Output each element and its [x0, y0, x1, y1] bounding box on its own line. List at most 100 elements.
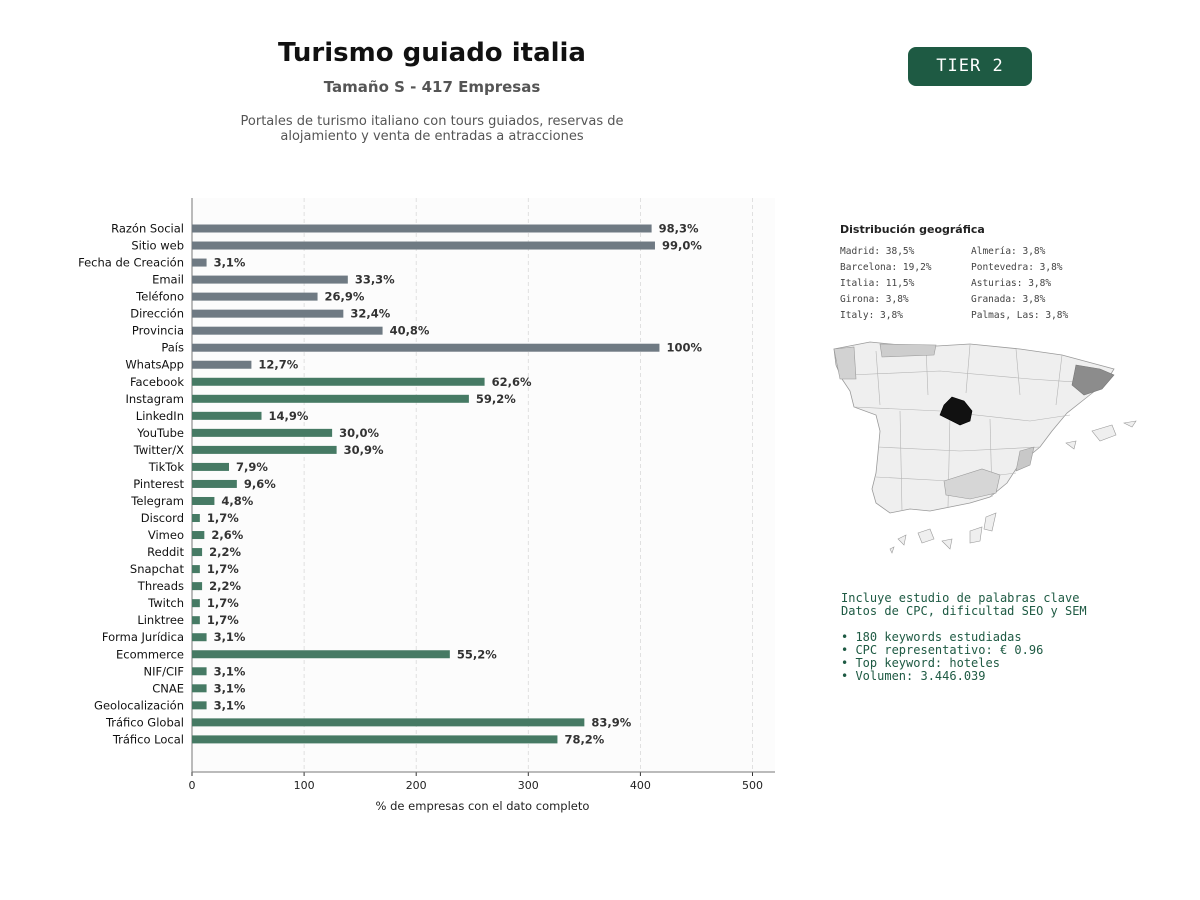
y-tick-label: Razón Social: [111, 222, 184, 236]
description-line-1: Portales de turismo italiano con tours g…: [240, 114, 624, 129]
data-label: 2,2%: [209, 579, 241, 593]
y-tick-label: Twitter/X: [133, 443, 184, 457]
data-label: 12,7%: [258, 358, 298, 372]
geo-item: Granada: 3,8%: [971, 294, 1046, 305]
bar: [192, 411, 262, 420]
y-tick-label: Sitio web: [131, 239, 184, 253]
bar: [192, 514, 200, 523]
geo-item: Asturias: 3,8%: [971, 278, 1052, 289]
data-label: 2,6%: [211, 528, 243, 542]
data-label: 7,9%: [236, 460, 268, 474]
y-tick-label: Email: [152, 273, 184, 287]
description: Portales de turismo italiano con tours g…: [232, 114, 632, 144]
geo-item: Palmas, Las: 3,8%: [971, 310, 1069, 321]
data-label: 1,7%: [207, 562, 239, 576]
y-tick-label: Tráfico Local: [112, 732, 184, 746]
bar: [192, 565, 200, 574]
data-label: 3,1%: [214, 681, 246, 695]
y-tick-label: Vimeo: [148, 528, 184, 542]
bar: [192, 667, 207, 676]
x-axis-label: % de empresas con el dato completo: [376, 799, 590, 813]
data-label: 62,6%: [492, 375, 532, 389]
y-tick-label: Twitch: [147, 596, 184, 610]
geo-item: Italia: 11,5%: [840, 278, 915, 289]
keyword-bullet: • Top keyword: hoteles: [841, 656, 1000, 670]
keyword-line-2: Datos de CPC, dificultad SEO y SEM: [841, 604, 1087, 618]
x-tick-label: 300: [518, 779, 539, 792]
data-label: 1,7%: [207, 596, 239, 610]
y-tick-label: Snapchat: [130, 562, 185, 576]
y-tick-label: Forma Jurídica: [102, 630, 184, 644]
description-line-2: alojamiento y venta de entradas a atracc…: [280, 129, 584, 144]
bar: [192, 360, 252, 369]
y-tick-label: Teléfono: [135, 290, 184, 304]
data-label: 83,9%: [591, 715, 631, 729]
bar: [192, 582, 203, 591]
data-label: 26,9%: [325, 290, 365, 304]
page-subtitle: Tamaño S - 417 Empresas: [323, 78, 541, 96]
bar: [192, 650, 450, 659]
bar: [192, 275, 348, 284]
bar: [192, 394, 469, 403]
bar: [192, 445, 337, 454]
bar: [192, 548, 203, 557]
y-tick-label: Dirección: [130, 307, 184, 321]
keyword-bullet: • 180 keywords estudiadas: [841, 630, 1022, 644]
data-label: 3,1%: [214, 664, 246, 678]
galicia-region: [833, 346, 857, 380]
bar: [192, 343, 660, 352]
geo-item: Girona: 3,8%: [840, 294, 909, 305]
bar: [192, 701, 207, 710]
bar: [192, 633, 207, 642]
y-tick-label: YouTube: [136, 426, 184, 440]
data-label: 4,8%: [221, 494, 253, 508]
data-label: 40,8%: [390, 324, 430, 338]
data-label: 30,0%: [339, 426, 379, 440]
geo-item: Almería: 3,8%: [971, 246, 1046, 257]
spain-mainland-outline: [833, 341, 1115, 514]
plot-area: [192, 198, 775, 772]
data-label: 30,9%: [344, 443, 384, 457]
bar: [192, 292, 318, 301]
madrid-province: [939, 396, 973, 426]
y-tick-label: WhatsApp: [125, 358, 184, 372]
y-tick-label: Discord: [141, 511, 184, 525]
balearic-islands: [1065, 420, 1137, 450]
y-tick-label: TikTok: [148, 460, 185, 474]
keyword-line-1: Incluye estudio de palabras clave: [841, 591, 1080, 605]
y-tick-label: Tráfico Global: [105, 715, 184, 729]
completeness-bar-chart: 0 100 200 300 400 500 % de empresas con el dat…: [78, 198, 775, 813]
bar: [192, 428, 333, 437]
y-tick-label: CNAE: [152, 681, 184, 695]
geo-distribution-title: Distribución geográfica: [840, 223, 985, 236]
keyword-bullet: • CPC representativo: € 0.96: [841, 643, 1044, 657]
bar: [192, 224, 652, 233]
keyword-study-panel: Incluye estudio de palabras clave Datos …: [841, 592, 1087, 683]
tier-badge: TIER 2: [908, 47, 1032, 86]
x-tick-label: 100: [294, 779, 315, 792]
page-title: Turismo guiado italia: [278, 38, 586, 68]
y-tick-label: Reddit: [147, 545, 184, 559]
bar: [192, 479, 237, 488]
y-tick-label: Pinterest: [133, 477, 184, 491]
data-label: 33,3%: [355, 273, 395, 287]
bar: [192, 309, 344, 318]
y-tick-label: Threads: [137, 579, 184, 593]
data-label: 98,3%: [659, 222, 699, 236]
data-label: 3,1%: [214, 698, 246, 712]
bar: [192, 258, 207, 267]
bar: [192, 718, 585, 727]
spain-mainland: [833, 341, 1115, 514]
geo-item: Pontevedra: 3,8%: [971, 262, 1063, 273]
y-tick-label: Fecha de Creación: [78, 256, 184, 270]
bar: [192, 326, 383, 335]
y-tick-label: Telegram: [130, 494, 184, 508]
y-tick-label: Linktree: [137, 613, 184, 627]
canary-islands: [889, 512, 997, 554]
data-label: 78,2%: [564, 732, 604, 746]
y-tick-label: País: [161, 341, 184, 355]
geo-item: Barcelona: 19,2%: [840, 262, 932, 273]
bar: [192, 599, 200, 608]
y-tick-label: Facebook: [130, 375, 184, 389]
bar: [192, 496, 215, 505]
